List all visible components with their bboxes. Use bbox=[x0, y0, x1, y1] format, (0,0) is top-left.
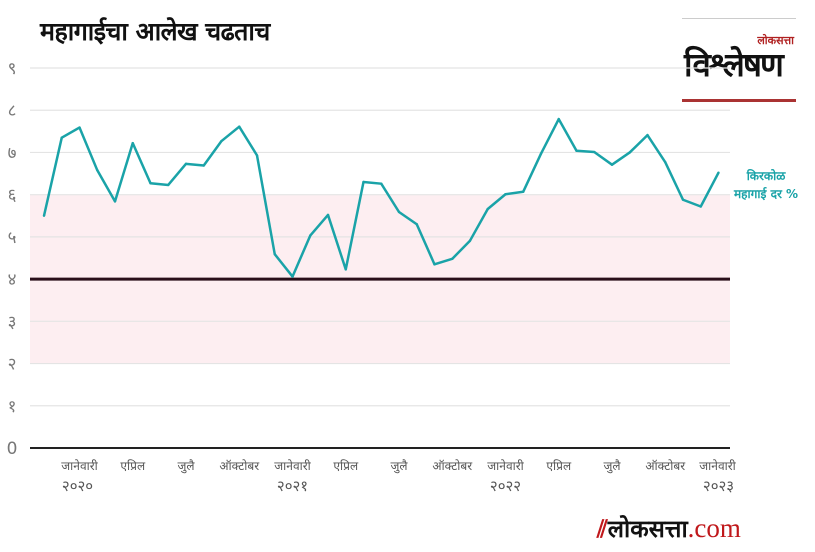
x-tick-label: जुलै bbox=[177, 459, 195, 474]
data-point bbox=[149, 182, 152, 185]
data-point bbox=[522, 190, 525, 193]
y-tick-label: ४ bbox=[8, 270, 17, 290]
y-tick-label: १ bbox=[8, 397, 17, 417]
data-point bbox=[131, 141, 134, 145]
data-point bbox=[344, 268, 347, 271]
x-tick-label: एप्रिल bbox=[120, 459, 146, 473]
y-tick-label: २ bbox=[8, 355, 17, 375]
data-point bbox=[42, 214, 46, 217]
data-point bbox=[468, 239, 472, 242]
data-point bbox=[362, 180, 365, 184]
x-tick-label: ऑक्टोबर bbox=[219, 459, 260, 473]
y-tick-label: ५ bbox=[8, 228, 17, 248]
x-year-label: २०२३ bbox=[703, 477, 734, 495]
x-tick-label: ऑक्टोबर bbox=[432, 459, 473, 473]
data-point bbox=[326, 213, 330, 217]
data-point bbox=[717, 171, 720, 174]
data-point bbox=[504, 193, 507, 196]
data-point bbox=[628, 151, 631, 154]
data-point bbox=[60, 136, 63, 139]
x-tick-label: जानेवारी bbox=[699, 459, 736, 473]
x-year-label: २०२१ bbox=[277, 477, 308, 495]
chart-title: महागाईचा आलेख चढताच bbox=[40, 17, 270, 46]
loksatta-com-logo: ⫽लोकसत्ता.com bbox=[597, 512, 741, 545]
data-point bbox=[78, 126, 81, 129]
data-point bbox=[575, 149, 578, 152]
footer-brand: लोकसत्ता bbox=[607, 515, 688, 543]
x-tick-label: जुलै bbox=[390, 459, 408, 474]
x-tick-label: ऑक्टोबर bbox=[645, 459, 686, 473]
data-point bbox=[593, 150, 596, 154]
y-tick-label: ६ bbox=[8, 186, 17, 206]
x-tick-label: जानेवारी bbox=[487, 459, 524, 473]
data-point bbox=[167, 183, 170, 187]
footer-domain: .com bbox=[687, 513, 741, 543]
data-point bbox=[291, 275, 294, 278]
y-tick-label: ८ bbox=[8, 101, 17, 121]
data-point bbox=[220, 139, 223, 143]
data-point bbox=[380, 182, 383, 185]
data-point bbox=[451, 257, 454, 261]
data-point bbox=[113, 200, 117, 203]
logo-small-text: लोकसत्ता bbox=[757, 34, 794, 47]
data-point bbox=[238, 125, 241, 128]
data-point bbox=[681, 198, 685, 201]
x-year-label: २०२० bbox=[62, 477, 93, 495]
data-point bbox=[557, 117, 560, 121]
series-label: किरकोळ महागाई दर % bbox=[734, 167, 798, 203]
logo-big-text: विश्लेषण bbox=[684, 45, 784, 84]
data-point bbox=[309, 234, 312, 237]
x-tick-label: जानेवारी bbox=[274, 459, 311, 473]
data-point bbox=[486, 207, 489, 211]
data-point bbox=[646, 133, 649, 137]
series-label-line-2: महागाई दर % bbox=[734, 187, 799, 201]
data-point bbox=[433, 263, 436, 266]
y-tick-label: ७ bbox=[8, 143, 17, 163]
data-point bbox=[255, 154, 259, 157]
data-point bbox=[415, 223, 418, 226]
series-label-line-1: किरकोळ bbox=[746, 169, 786, 183]
data-point bbox=[539, 152, 543, 155]
data-point bbox=[397, 210, 401, 214]
x-tick-label: एप्रिल bbox=[333, 459, 359, 473]
data-point bbox=[699, 205, 702, 208]
x-year-label: २०२२ bbox=[490, 477, 521, 495]
x-tick-label: एप्रिल bbox=[546, 459, 572, 473]
vishleshan-logo: लोकसत्ता विश्लेषण bbox=[682, 18, 796, 102]
logo-mark-icon: ⫽ bbox=[597, 515, 608, 543]
data-point bbox=[664, 160, 667, 164]
data-point bbox=[610, 163, 614, 166]
data-point bbox=[273, 253, 276, 256]
y-tick-label: ३ bbox=[8, 312, 17, 332]
x-tick-label: जुलै bbox=[603, 459, 621, 474]
data-point bbox=[184, 162, 188, 166]
y-tick-label: ९ bbox=[8, 59, 17, 79]
y-tick-label: 0 bbox=[7, 439, 18, 459]
x-tick-label: जानेवारी bbox=[61, 459, 98, 473]
data-point bbox=[202, 164, 205, 167]
data-point bbox=[96, 168, 99, 172]
